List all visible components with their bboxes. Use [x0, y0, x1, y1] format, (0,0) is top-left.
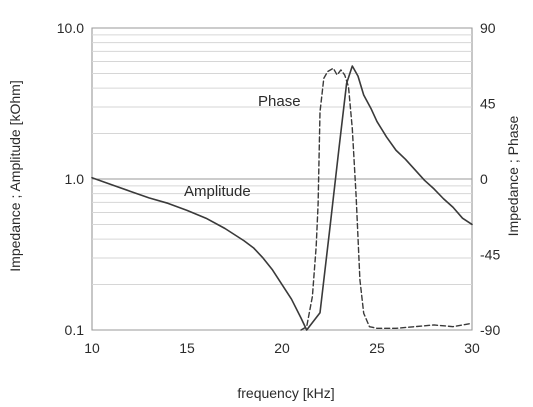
right-axis-tick-label: 45	[480, 96, 496, 112]
x-axis-tick-label: 15	[179, 340, 195, 356]
amplitude-series-line	[91, 65, 473, 331]
right-axis-tick-label: -90	[480, 322, 500, 338]
x-axis-tick-label: 30	[464, 340, 480, 356]
series-layer	[91, 65, 473, 331]
grid-layer	[91, 27, 473, 331]
phase-series-line	[300, 67, 473, 331]
x-axis-title: frequency [kHz]	[237, 385, 334, 401]
left-axis-tick-label: 1.0	[65, 171, 85, 187]
amplitude-series-label: Amplitude	[184, 183, 251, 200]
right-axis-tick-label: 90	[480, 20, 496, 36]
x-axis-tick-label: 10	[84, 340, 100, 356]
x-axis-tick-label: 25	[369, 340, 385, 356]
x-axis-tick-label: 20	[274, 340, 290, 356]
left-axis-title: Impedance ; Amplitude [kOhm]	[7, 80, 23, 271]
phase-series-label: Phase	[258, 93, 301, 110]
right-axis-tick-label: 0	[480, 171, 488, 187]
labels-layer: frequency [kHz] Impedance ; Amplitude [k…	[7, 20, 521, 401]
right-axis-tick-label: -45	[480, 247, 500, 263]
left-axis-tick-label: 10.0	[57, 20, 84, 36]
left-axis-tick-label: 0.1	[65, 322, 85, 338]
right-axis-title: Impedance ; Phase	[505, 115, 521, 236]
